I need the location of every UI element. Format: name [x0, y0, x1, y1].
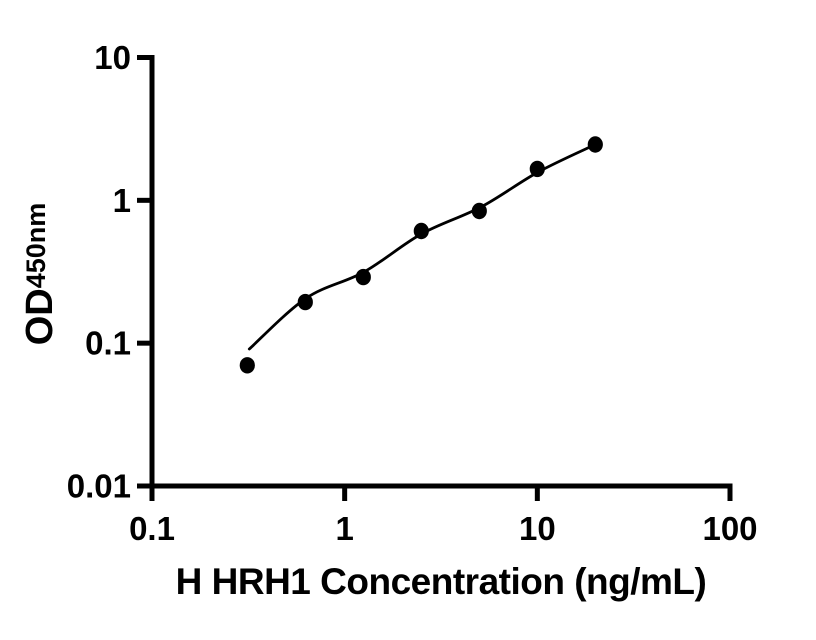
y-tick-label: 0.1: [85, 325, 131, 362]
data-point: [413, 222, 429, 240]
y-axis-title: OD 450nm: [19, 202, 63, 346]
data-point: [471, 202, 487, 220]
x-tick-label: 100: [702, 510, 757, 547]
y-tick-label: 10: [94, 39, 131, 76]
y-tick-label: 1: [113, 182, 131, 219]
data-point: [529, 160, 545, 178]
data-point: [355, 268, 371, 286]
x-tick-label: 10: [519, 510, 556, 547]
x-tick-label: 1: [335, 510, 353, 547]
fit-curve: [247, 143, 597, 351]
x-tick-label: 0.1: [129, 510, 175, 547]
data-point: [587, 136, 603, 153]
data-point: [239, 357, 255, 374]
y-tick-label: 0.01: [67, 468, 131, 505]
y-axis-title-sub: 450nm: [21, 202, 51, 289]
x-axis-title: H HRH1 Concentration (ng/mL): [175, 561, 707, 602]
data-point: [297, 293, 313, 311]
y-axis-title-main: OD: [19, 288, 61, 346]
